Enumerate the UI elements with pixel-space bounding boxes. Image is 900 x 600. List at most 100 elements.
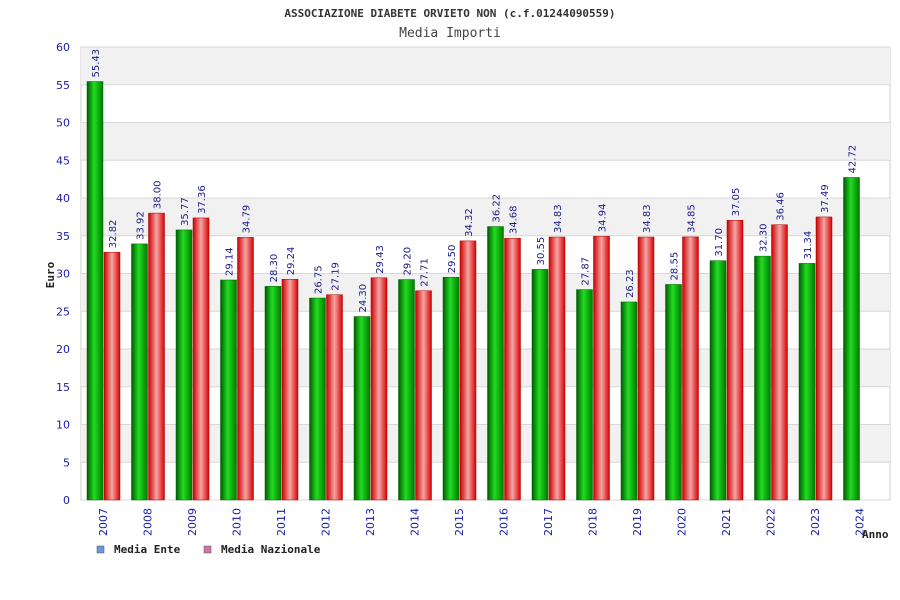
x-tick-label: 2021 bbox=[720, 508, 733, 536]
y-tick-label: 5 bbox=[63, 456, 70, 469]
x-tick-label: 2016 bbox=[498, 508, 511, 536]
bar-media-ente-2010 bbox=[220, 279, 237, 501]
y-tick-label: 20 bbox=[56, 343, 70, 356]
bar-media-ente-2022 bbox=[754, 255, 771, 501]
bar-media-nazionale-2009 bbox=[192, 217, 210, 501]
data-label: 34.68 bbox=[509, 206, 520, 235]
data-label: 34.85 bbox=[687, 204, 698, 233]
y-tick-label: 35 bbox=[56, 230, 70, 243]
data-label: 37.05 bbox=[731, 188, 742, 217]
y-tick-label: 0 bbox=[63, 494, 70, 507]
grid-band bbox=[81, 47, 890, 85]
y-axis-ticks: 0 5 10 15 20 25 30 35 40 45 50 55 60 bbox=[56, 41, 70, 507]
bar-media-nazionale-2022 bbox=[771, 224, 788, 501]
x-tick-label: 2024 bbox=[854, 508, 867, 536]
x-tick-label: 2011 bbox=[275, 508, 288, 536]
data-label: 55.43 bbox=[91, 49, 102, 78]
data-label: 35.77 bbox=[180, 197, 191, 226]
bar-media-ente-2012 bbox=[309, 297, 326, 501]
data-label: 31.70 bbox=[714, 228, 725, 257]
y-tick-label: 40 bbox=[56, 192, 70, 205]
x-tick-label: 2018 bbox=[587, 508, 600, 536]
grid-band bbox=[81, 122, 890, 161]
y-axis-label: Euro bbox=[44, 261, 57, 288]
data-label: 29.24 bbox=[286, 247, 297, 276]
bar-media-nazionale-2012 bbox=[326, 294, 343, 501]
data-label: 26.23 bbox=[625, 269, 636, 298]
bar-media-ente-2014 bbox=[398, 279, 415, 501]
legend: Media Ente Media Nazionale bbox=[96, 543, 321, 556]
grid-band bbox=[81, 198, 890, 236]
y-tick-label: 10 bbox=[56, 419, 70, 432]
bar-media-nazionale-2008 bbox=[148, 212, 165, 501]
data-label: 27.19 bbox=[331, 262, 342, 291]
data-label: 38.00 bbox=[153, 180, 164, 209]
bar-media-nazionale-2021 bbox=[726, 220, 744, 501]
data-label: 33.92 bbox=[136, 211, 147, 240]
data-label: 28.30 bbox=[269, 254, 280, 283]
data-label: 29.50 bbox=[447, 245, 458, 274]
bar-media-ente-2013 bbox=[353, 316, 371, 501]
x-tick-label: 2008 bbox=[142, 508, 155, 536]
data-label: 31.34 bbox=[803, 231, 814, 260]
chart-subtitle: Media Importi bbox=[399, 26, 501, 41]
bar-media-ente-2021 bbox=[709, 260, 727, 501]
data-label: 42.72 bbox=[848, 145, 859, 174]
data-label: 34.79 bbox=[242, 205, 253, 234]
bars bbox=[86, 81, 860, 501]
data-label: 32.30 bbox=[759, 223, 770, 252]
bar-media-ente-2015 bbox=[442, 277, 460, 501]
x-tick-label: 2014 bbox=[409, 508, 422, 536]
y-tick-label: 45 bbox=[56, 154, 70, 167]
bar-media-ente-2019 bbox=[620, 301, 638, 501]
bar-media-nazionale-2011 bbox=[281, 278, 299, 501]
data-label: 26.75 bbox=[314, 265, 325, 294]
legend-label-media-ente: Media Ente bbox=[114, 543, 181, 556]
bar-media-ente-2023 bbox=[798, 263, 816, 501]
y-tick-label: 50 bbox=[56, 117, 70, 130]
bar-media-ente-2011 bbox=[264, 286, 282, 501]
bar-media-ente-2020 bbox=[665, 284, 682, 501]
y-tick-label: 15 bbox=[56, 381, 70, 394]
bar-media-nazionale-2015 bbox=[459, 240, 477, 501]
x-tick-label: 2009 bbox=[186, 508, 199, 536]
bar-media-ente-2024 bbox=[843, 177, 860, 501]
data-label: 37.36 bbox=[197, 185, 208, 214]
bar-media-nazionale-2016 bbox=[504, 237, 521, 501]
data-label: 36.22 bbox=[492, 194, 503, 223]
data-label: 36.46 bbox=[776, 192, 787, 221]
bar-media-nazionale-2007 bbox=[103, 251, 121, 501]
data-label: 32.82 bbox=[108, 220, 119, 249]
bar-media-nazionale-2014 bbox=[415, 290, 432, 501]
y-tick-label: 60 bbox=[56, 41, 70, 54]
bar-media-nazionale-2018 bbox=[593, 235, 610, 501]
bar-media-nazionale-2019 bbox=[637, 236, 655, 501]
bar-media-ente-2007 bbox=[86, 81, 104, 501]
data-label: 29.20 bbox=[403, 247, 414, 276]
bar-media-ente-2017 bbox=[531, 269, 549, 501]
x-tick-label: 2022 bbox=[765, 508, 778, 536]
bar-media-ente-2008 bbox=[131, 243, 148, 501]
legend-label-media-nazionale: Media Nazionale bbox=[221, 543, 321, 556]
x-tick-label: 2013 bbox=[364, 508, 377, 536]
data-label: 34.83 bbox=[642, 204, 653, 233]
data-label: 27.87 bbox=[581, 257, 592, 286]
data-label: 28.55 bbox=[670, 252, 681, 281]
bar-media-ente-2009 bbox=[175, 229, 193, 501]
data-label: 24.30 bbox=[358, 284, 369, 313]
legend-swatch-media-nazionale bbox=[203, 545, 212, 554]
y-tick-label: 25 bbox=[56, 305, 70, 318]
bar-media-ente-2018 bbox=[576, 289, 593, 501]
data-label: 34.83 bbox=[553, 204, 564, 233]
y-tick-label: 30 bbox=[56, 268, 70, 281]
bar-media-nazionale-2023 bbox=[815, 216, 833, 501]
bar-media-nazionale-2017 bbox=[548, 236, 566, 501]
bar-media-nazionale-2013 bbox=[370, 277, 388, 501]
x-tick-label: 2015 bbox=[453, 508, 466, 536]
bar-media-nazionale-2020 bbox=[682, 236, 699, 501]
x-axis-ticks: 2007 2008 2009 2010 2011 2012 2013 2014 2015 2016… bbox=[97, 508, 867, 536]
x-tick-label: 2023 bbox=[809, 508, 822, 536]
chart-title: ASSOCIAZIONE DIABETE ORVIETO NON (c.f.01… bbox=[284, 7, 615, 20]
x-tick-label: 2019 bbox=[631, 508, 644, 536]
